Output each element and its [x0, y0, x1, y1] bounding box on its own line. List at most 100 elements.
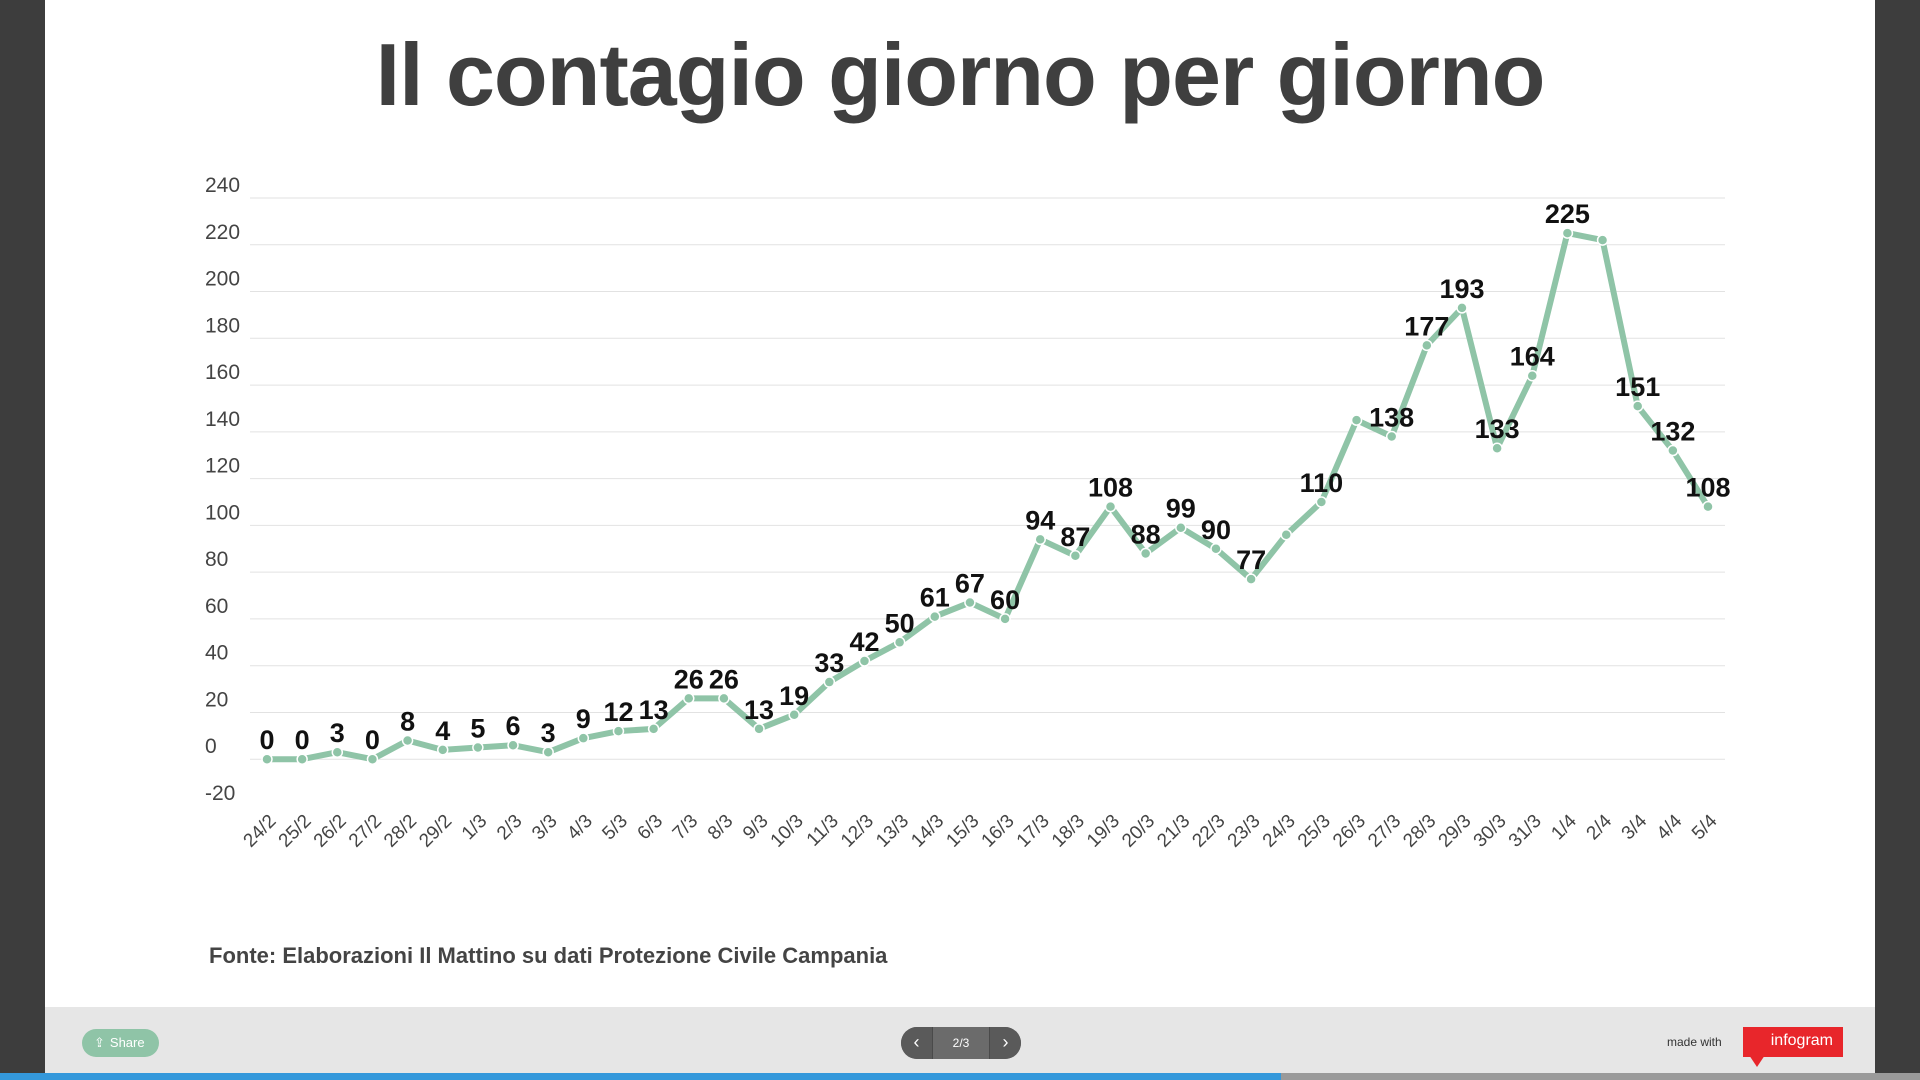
- x-tick-label: 29/2: [415, 811, 456, 852]
- data-point: [577, 732, 590, 744]
- data-label: 110: [1300, 468, 1344, 498]
- data-label: 87: [1060, 522, 1090, 552]
- share-icon: ⇪: [94, 1035, 105, 1050]
- chart-card: Il contagio giorno per giorno -20 0 20 40 60…: [45, 0, 1875, 1007]
- x-tick-label: 20/3: [1118, 811, 1159, 852]
- series-line: [264, 230, 1711, 763]
- data-point: [1596, 234, 1609, 246]
- next-page-button[interactable]: ›: [990, 1027, 1021, 1059]
- chevron-left-icon: ‹: [913, 1032, 920, 1052]
- data-point: [788, 709, 800, 721]
- x-tick-label: 16/3: [978, 811, 1019, 852]
- x-tick-label: 31/3: [1505, 811, 1546, 852]
- series-polyline: [264, 230, 1711, 763]
- data-point: [436, 744, 449, 756]
- x-tick-label: 24/2: [240, 811, 281, 852]
- x-axis-ticks: 24/225/226/227/228/229/2 1/3 2/3 3/3 4/3 5/3 6…: [240, 810, 1722, 851]
- x-tick-label: 9/3: [739, 811, 773, 845]
- series-points: [261, 227, 1714, 765]
- data-point: [1280, 528, 1292, 541]
- x-tick-label: 30/3: [1470, 811, 1511, 852]
- y-tick-label: 80: [205, 548, 228, 571]
- y-axis-ticks: -20 0 20 40 60 80 100 120 140 160 180 200 220 240: [205, 174, 240, 805]
- progress-track: [0, 1073, 1920, 1080]
- x-tick-label: 15/3: [942, 811, 983, 852]
- data-label: 133: [1475, 414, 1520, 444]
- data-point: [401, 734, 414, 747]
- x-tick-label: 3/4: [1618, 810, 1652, 844]
- x-tick-label: 3/3: [528, 811, 562, 845]
- data-label: 9: [576, 704, 591, 734]
- y-tick-label: 140: [205, 408, 240, 431]
- data-point: [612, 725, 625, 737]
- data-point: [1350, 414, 1363, 426]
- x-tick-label: 8/3: [704, 811, 738, 845]
- data-label: 99: [1166, 494, 1196, 524]
- x-tick-label: 4/4: [1653, 810, 1687, 844]
- y-tick-label: 200: [205, 268, 240, 291]
- x-tick-label: 21/3: [1153, 811, 1194, 852]
- data-label: 61: [920, 583, 950, 613]
- data-label: 225: [1545, 199, 1590, 229]
- data-label: 50: [885, 608, 915, 638]
- data-point: [1702, 500, 1714, 513]
- data-label: 42: [849, 627, 879, 657]
- x-tick-label: 25/2: [275, 811, 316, 852]
- data-point: [1139, 547, 1152, 560]
- share-label: Share: [109, 1035, 145, 1050]
- chart-title: Il contagio giorno per giorno: [375, 25, 1546, 124]
- data-label: 26: [674, 664, 704, 694]
- x-tick-label: 27/2: [345, 811, 386, 852]
- data-point: [472, 741, 484, 754]
- data-label: 108: [1685, 473, 1730, 503]
- data-label: 19: [779, 681, 809, 711]
- data-point: [296, 753, 308, 765]
- y-tick-label: 180: [205, 314, 240, 337]
- y-tick-label: 240: [205, 174, 240, 197]
- x-tick-label: 18/3: [1048, 811, 1089, 852]
- data-point: [753, 723, 765, 735]
- y-tick-label: -20: [205, 782, 235, 805]
- made-with-text: made with: [1667, 1035, 1722, 1049]
- x-tick-label: 19/3: [1083, 811, 1124, 852]
- x-tick-label: 28/3: [1399, 811, 1440, 852]
- pager: ‹ 2/3 ›: [901, 1027, 1021, 1059]
- data-point: [1421, 339, 1433, 352]
- source-note: Fonte: Elaborazioni Il Mattino su dati P…: [209, 943, 888, 968]
- y-tick-label: 0: [205, 735, 217, 758]
- data-label: 0: [259, 725, 274, 755]
- x-tick-label: 12/3: [837, 811, 878, 852]
- prev-page-button[interactable]: ‹: [901, 1027, 932, 1059]
- data-label: 177: [1404, 311, 1449, 341]
- page-indicator: 2/3: [932, 1027, 990, 1059]
- data-point: [1210, 543, 1222, 555]
- data-point: [1069, 550, 1082, 562]
- share-button[interactable]: ⇪ Share: [82, 1029, 159, 1057]
- x-tick-label: 1/3: [458, 811, 492, 845]
- data-label: 13: [744, 695, 774, 725]
- data-point: [999, 613, 1011, 625]
- x-tick-label: 24/3: [1259, 811, 1300, 852]
- data-label: 88: [1131, 519, 1161, 549]
- data-point: [929, 610, 941, 623]
- data-point: [823, 676, 836, 688]
- data-label: 13: [639, 695, 669, 725]
- data-label: 90: [1201, 515, 1231, 545]
- x-tick-label: 22/3: [1188, 811, 1229, 852]
- data-point: [647, 723, 660, 735]
- data-label: 3: [541, 718, 556, 748]
- x-tick-label: 26/2: [310, 811, 351, 852]
- y-tick-label: 60: [205, 595, 228, 618]
- data-point: [1456, 302, 1468, 314]
- data-label: 67: [955, 569, 985, 599]
- infogram-logo[interactable]: infogram: [1743, 1027, 1843, 1067]
- data-point: [366, 753, 379, 765]
- data-point: [507, 739, 519, 751]
- data-label: 4: [435, 716, 450, 746]
- x-tick-label: 1/4: [1547, 810, 1581, 844]
- x-tick-label: 25/3: [1294, 811, 1335, 852]
- x-tick-label: 13/3: [872, 811, 913, 852]
- progress-fill: [0, 1073, 1281, 1080]
